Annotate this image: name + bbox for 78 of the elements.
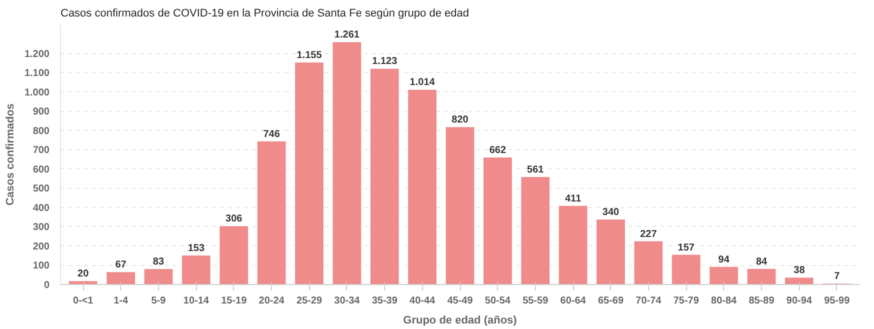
x-tick-label: 75-79	[673, 296, 700, 306]
x-tick-label: 40-44	[410, 296, 436, 306]
y-tick-label: 800	[32, 126, 50, 137]
y-axis-title: Casos confirmados	[4, 103, 16, 206]
data-label: 561	[527, 164, 544, 176]
data-label: 662	[489, 145, 506, 156]
data-label: 227	[640, 228, 658, 240]
bar	[520, 176, 551, 284]
y-tick-label: 200	[32, 241, 50, 252]
bar	[294, 62, 324, 284]
data-label: 94	[718, 254, 730, 266]
y-tick-label: 100	[32, 260, 50, 272]
x-tick-label: 25-29	[296, 296, 322, 306]
y-tick-label: 600	[32, 164, 50, 176]
data-label: 67	[115, 260, 127, 271]
data-label: 38	[794, 265, 806, 276]
x-tick-label: 1-4	[114, 296, 128, 306]
bar	[218, 225, 250, 284]
x-tick-label: 5-9	[151, 296, 166, 306]
bar	[558, 204, 588, 284]
y-tick-label: 700	[32, 145, 50, 156]
data-label: 157	[678, 242, 695, 254]
y-tick-label: 0	[44, 280, 50, 291]
bar	[746, 268, 777, 284]
bar	[670, 254, 702, 284]
data-label: 746	[263, 128, 280, 140]
x-tick-label: 20-24	[258, 296, 285, 306]
data-label: 153	[188, 243, 205, 254]
bar	[633, 240, 664, 284]
data-label: 1.155	[296, 50, 322, 62]
x-tick-label: 45-49	[447, 296, 474, 306]
data-label: 1.014	[410, 77, 436, 88]
y-tick-label: 1.200	[24, 48, 50, 60]
data-label: 340	[602, 207, 620, 218]
bar	[256, 140, 287, 284]
y-tick-label: 1.000	[24, 87, 50, 98]
x-tick-label: 80-84	[711, 296, 738, 306]
data-label: 7	[834, 271, 840, 282]
bar	[407, 88, 438, 284]
x-tick-label: 60-64	[560, 296, 586, 306]
x-tick-label: 0-<1	[72, 296, 94, 306]
y-tick-label: 900	[32, 106, 50, 118]
data-label: 1.123	[372, 56, 398, 68]
y-tick-label: 300	[32, 222, 50, 234]
x-tick-label: 70-74	[636, 296, 662, 306]
bar	[68, 280, 98, 284]
x-tick-label: 65-69	[598, 296, 624, 306]
bar	[143, 268, 174, 284]
data-label: 83	[152, 256, 164, 268]
x-tick-label: 50-54	[484, 296, 511, 306]
x-axis-title: Grupo de edad (años)	[403, 314, 518, 326]
data-label: 306	[226, 214, 243, 225]
data-label: 411	[565, 193, 582, 204]
x-tick-label: 30-34	[334, 296, 360, 306]
y-tick-label: 400	[32, 202, 50, 214]
data-label: 820	[452, 114, 469, 126]
x-tick-label: 95-99	[824, 296, 850, 306]
x-tick-label: 10-14	[183, 296, 210, 306]
x-tick-label: 35-39	[372, 296, 398, 306]
bar	[332, 41, 362, 284]
bar	[180, 254, 212, 284]
bar	[444, 126, 476, 284]
bar	[708, 266, 740, 284]
data-label: 1.261	[334, 30, 360, 41]
bar	[596, 218, 626, 284]
bar	[784, 276, 814, 284]
x-tick-label: 85-89	[748, 296, 775, 306]
y-tick-label: 500	[32, 184, 50, 195]
bar	[369, 68, 400, 284]
x-tick-label: 90-94	[786, 296, 812, 306]
bar	[482, 156, 513, 284]
data-label: 20	[78, 268, 90, 280]
chart-title: Casos confirmados de COVID-19 en la Provincia de Santa Fe según grupo de edad	[60, 8, 469, 20]
bar	[106, 271, 136, 284]
x-tick-label: 15-19	[221, 296, 248, 306]
y-tick-label: 1.100	[24, 68, 50, 80]
x-tick-label: 55-59	[522, 296, 549, 306]
data-label: 84	[756, 256, 768, 268]
